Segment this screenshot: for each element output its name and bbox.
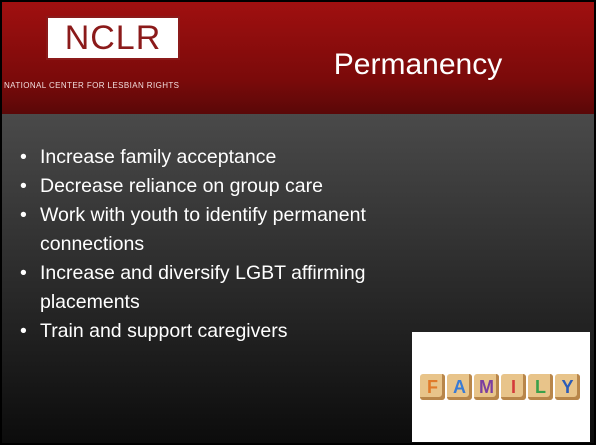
bullet-text: Decrease reliance on group care: [40, 172, 540, 201]
bullet-list: Increase family acceptanceDecrease relia…: [20, 143, 540, 346]
bullet-item: Increase family acceptance: [20, 143, 540, 172]
bullet-text: Increase family acceptance: [40, 143, 540, 172]
organization: NATIONAL CENTER FOR LESBIAN RIGHTS: [4, 81, 179, 90]
letter-block: Y: [555, 374, 580, 400]
slide-title: Permanency: [302, 48, 534, 82]
letter-block: M: [474, 374, 499, 400]
bullet-item: Increase and diversify LGBT affirmingpla…: [20, 259, 540, 317]
letter-block: I: [501, 374, 526, 400]
bullet-item: Work with youth to identify permanentcon…: [20, 201, 540, 259]
letter-block: F: [420, 374, 445, 400]
logo: NCLR: [46, 16, 180, 60]
header: NCLR NATIONAL CENTER FOR LESBIAN RIGHTS …: [2, 2, 594, 114]
page: NCLR NATIONAL CENTER FOR LESBIAN RIGHTS …: [0, 0, 596, 445]
bullet-text: placements: [40, 288, 540, 317]
bullet-text: connections: [40, 230, 540, 259]
letter-block: L: [528, 374, 553, 400]
bullet-text: Work with youth to identify permanent: [40, 201, 540, 230]
letter-block: A: [447, 374, 472, 400]
bullet-item: Decrease reliance on group care: [20, 172, 540, 201]
bullet-text: Increase and diversify LGBT affirming: [40, 259, 540, 288]
slide: NCLR NATIONAL CENTER FOR LESBIAN RIGHTS …: [0, 0, 596, 445]
